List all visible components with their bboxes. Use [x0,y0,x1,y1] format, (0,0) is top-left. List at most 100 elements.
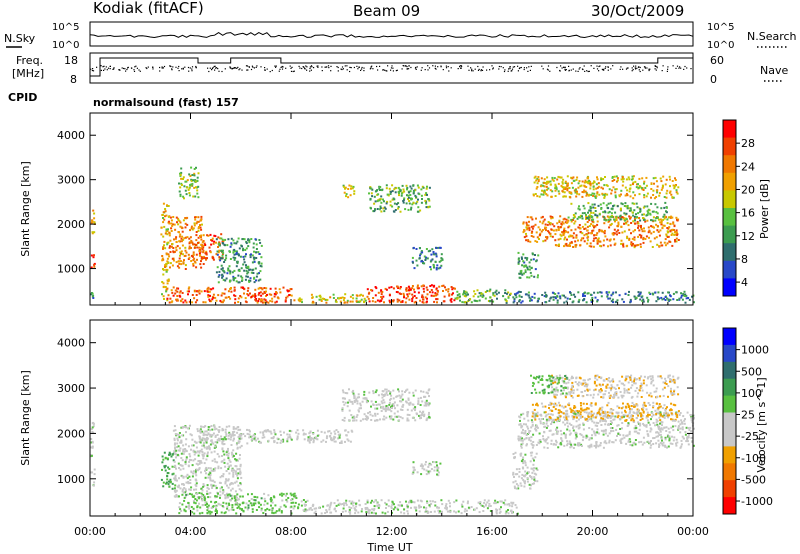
power-cell [290,288,293,291]
power-cell [603,216,606,219]
nave-dot [481,69,484,71]
velocity-cell [314,436,317,439]
power-cell [434,252,437,255]
power-cell [206,234,209,237]
power-cell [632,220,635,223]
power-cell [629,300,632,303]
power-cell [179,251,182,254]
nave-dot [509,66,511,68]
velocity-cell [637,432,640,435]
nave-dot [598,65,600,68]
velocity-cell [518,470,521,473]
velocity-cell [215,495,218,498]
power-cell [239,295,242,297]
power-cell [210,243,213,246]
power-cell [625,222,628,225]
power-cell [523,229,526,232]
velocity-cell [344,401,347,404]
velocity-cell [328,508,331,511]
noise-left-label: N.Sky [4,32,36,45]
velocity-cell [204,433,207,436]
power-cell [421,261,424,263]
power-cell [409,185,412,188]
velocity-cell [500,506,502,509]
power-cell [615,300,618,303]
velocity-cell [206,436,208,439]
velocity-cell [212,442,215,445]
power-cell [660,220,663,223]
power-cell [553,225,556,228]
velocity-cell [259,441,261,444]
velocity-cell [412,403,415,406]
power-cell [193,246,196,249]
power-cell [583,212,586,215]
velocity-cell [345,502,347,505]
power-cell [520,269,523,272]
power-cell [162,295,165,298]
power-cell [200,256,203,259]
velocity-cell [350,429,353,432]
power-cell [249,292,251,295]
power-cell [385,187,388,190]
velocity-cell [180,509,183,512]
velocity-cell [190,470,193,473]
power-cell [543,178,546,181]
power-cell [397,202,400,205]
power-cell [441,285,444,287]
power-cell [621,298,624,301]
velocity-cell [508,503,511,506]
power-cell [187,258,190,260]
power-cell [663,206,666,209]
velocity-cell [436,469,439,472]
power-cell [185,180,188,183]
power-cell [260,298,262,301]
velocity-cell [280,492,283,495]
power-cell [650,196,652,199]
velocity-region-4 [303,499,519,515]
power-cell [257,287,260,290]
nave-dot [498,68,500,70]
power-cell [638,233,641,236]
velocity-cell [185,481,188,484]
power-cell [635,186,638,189]
nave-dot [171,68,173,70]
velocity-cell [397,508,400,511]
nave-dot [356,65,358,67]
velocity-cell [196,493,199,495]
power-cell [504,298,507,301]
velocity-cell [231,494,233,497]
power-cell [600,186,603,189]
power-cell [576,217,579,220]
power-cell [622,242,625,245]
velocity-cell [203,499,206,502]
nave-dot [504,69,506,71]
power-cell [482,294,485,297]
velocity-cell [186,493,189,496]
nave-dot [112,68,114,70]
power-cell [526,216,529,219]
power-cell [352,297,355,300]
velocity-cell [230,469,233,472]
velocity-cell [199,429,201,432]
power-cell [646,219,649,222]
nave-dot [233,67,235,69]
power-cell [529,271,532,274]
velocity-cell [413,506,416,509]
nave-dot [676,65,679,67]
power-cell [602,211,605,214]
power-cell [383,210,386,213]
velocity-cell [297,503,300,506]
velocity-cell [554,443,557,446]
power-cell [179,193,182,196]
power-cell [549,189,552,192]
power-cell [546,236,549,239]
power-cell [411,256,414,259]
velocity-cell [225,470,228,472]
velocity-cell [353,396,356,399]
velocity-cell [263,492,266,495]
velocity-cell [371,499,373,502]
velocity-cell [201,430,204,433]
nave-dot [530,65,532,67]
power-cell [658,297,661,300]
power-cell [255,251,258,254]
